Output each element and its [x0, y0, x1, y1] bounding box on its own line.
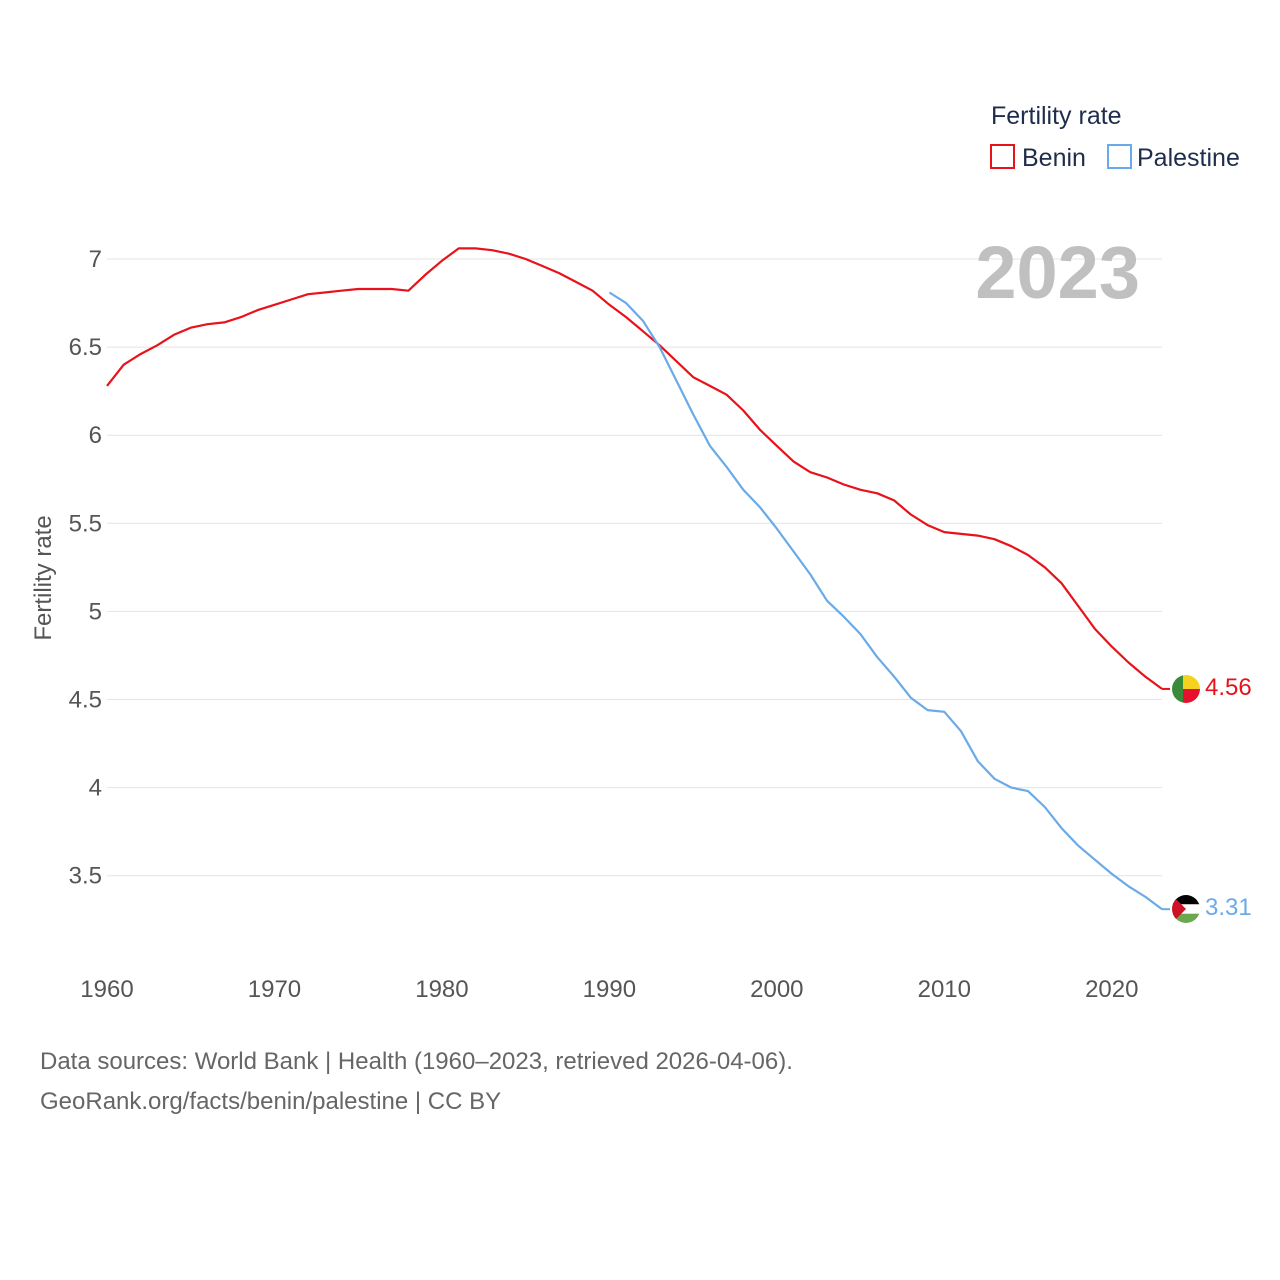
y-tick-label: 4.5: [69, 687, 102, 714]
legend-item-benin[interactable]: Benin: [990, 144, 1086, 172]
y-tick-label: 7: [89, 246, 102, 273]
x-tick-label: 1960: [80, 976, 133, 1003]
y-tick-label: 4: [89, 775, 102, 802]
palestine-end-label: 3.31: [1205, 894, 1252, 921]
y-tick-label: 3.5: [69, 863, 102, 890]
y-tick-label: 6: [89, 422, 102, 449]
y-axis-title: Fertility rate: [30, 515, 57, 640]
y-tick-label: 5: [89, 598, 102, 625]
benin-end-label: 4.56: [1205, 674, 1252, 701]
legend-title: Fertility rate: [991, 102, 1122, 130]
legend: Fertility rate Benin Palestine: [990, 102, 1240, 172]
legend-label-palestine: Palestine: [1137, 144, 1240, 172]
series-line-benin[interactable]: [106, 247, 1163, 690]
series-line-palestine[interactable]: [608, 291, 1163, 911]
grid-lines: [107, 258, 1162, 877]
y-tick-label: 5.5: [69, 510, 102, 537]
y-axis-ticks: 3.5 4 4.5 5 5.5 6 6.5 7: [69, 246, 102, 890]
series-lines: [106, 247, 1170, 911]
x-tick-label: 1990: [583, 976, 636, 1003]
benin-flag-icon: [1172, 675, 1200, 703]
x-tick-label: 2010: [918, 976, 971, 1003]
y-tick-label: 6.5: [69, 334, 102, 361]
data-source-text: Data sources: World Bank | Health (1960–…: [40, 1048, 793, 1075]
x-tick-label: 2020: [1085, 976, 1138, 1003]
x-tick-label: 1970: [248, 976, 301, 1003]
data-source-footer: Data sources: World Bank | Health (1960–…: [40, 1042, 793, 1122]
legend-item-palestine[interactable]: Palestine: [1107, 144, 1240, 172]
x-tick-label: 2000: [750, 976, 803, 1003]
license-link-text[interactable]: GeoRank.org/facts/benin/palestine | CC B…: [40, 1088, 502, 1115]
year-watermark: 2023: [975, 231, 1140, 314]
x-tick-label: 1980: [415, 976, 468, 1003]
x-axis-ticks: 1960 1970 1980 1990 2000 2010 2020: [80, 976, 1138, 1003]
fertility-chart: 3.5 4 4.5 5 5.5 6 6.5 7 1960 1970 1980 1990 2000 201…: [30, 102, 1252, 1003]
palestine-flag-icon: [1172, 895, 1200, 923]
legend-swatch-benin: [990, 144, 1015, 169]
legend-label-benin: Benin: [1022, 144, 1086, 172]
legend-swatch-palestine: [1107, 144, 1132, 169]
